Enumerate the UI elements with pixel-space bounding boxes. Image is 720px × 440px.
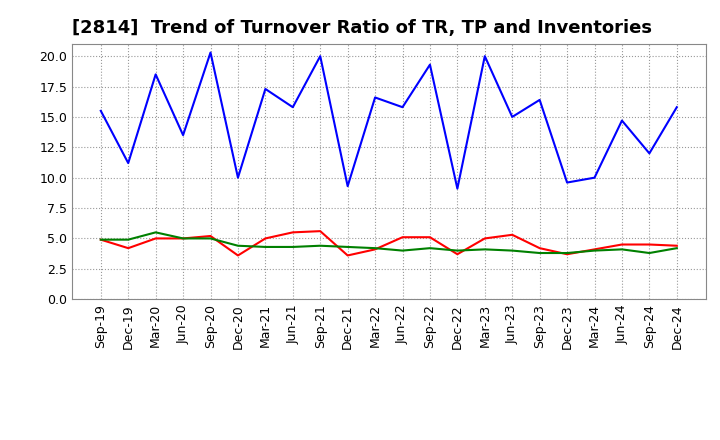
- Trade Receivables: [426, 235, 434, 240]
- Trade Payables: [590, 175, 599, 180]
- Line: Trade Payables: Trade Payables: [101, 52, 677, 189]
- Line: Inventories: Inventories: [101, 232, 677, 253]
- Inventories: [96, 237, 105, 242]
- Trade Payables: [261, 86, 270, 92]
- Trade Payables: [453, 186, 462, 191]
- Inventories: [179, 236, 187, 241]
- Trade Payables: [618, 118, 626, 123]
- Inventories: [289, 244, 297, 249]
- Trade Payables: [233, 175, 242, 180]
- Trade Receivables: [316, 228, 325, 234]
- Trade Receivables: [343, 253, 352, 258]
- Inventories: [508, 248, 516, 253]
- Trade Receivables: [124, 246, 132, 251]
- Trade Payables: [179, 132, 187, 138]
- Text: [2814]  Trend of Turnover Ratio of TR, TP and Inventories: [2814] Trend of Turnover Ratio of TR, TP…: [72, 19, 652, 37]
- Trade Receivables: [645, 242, 654, 247]
- Inventories: [316, 243, 325, 248]
- Trade Payables: [371, 95, 379, 100]
- Inventories: [536, 250, 544, 256]
- Inventories: [618, 247, 626, 252]
- Inventories: [233, 243, 242, 248]
- Inventories: [563, 250, 572, 256]
- Trade Payables: [563, 180, 572, 185]
- Trade Payables: [124, 161, 132, 166]
- Line: Trade Receivables: Trade Receivables: [101, 231, 677, 256]
- Trade Payables: [343, 183, 352, 189]
- Trade Receivables: [672, 243, 681, 248]
- Trade Payables: [96, 108, 105, 114]
- Trade Receivables: [179, 236, 187, 241]
- Trade Payables: [151, 72, 160, 77]
- Trade Receivables: [289, 230, 297, 235]
- Inventories: [480, 247, 489, 252]
- Trade Receivables: [453, 252, 462, 257]
- Trade Payables: [645, 151, 654, 156]
- Trade Payables: [316, 54, 325, 59]
- Inventories: [453, 248, 462, 253]
- Inventories: [672, 246, 681, 251]
- Legend: Trade Receivables, Trade Payables, Inventories: Trade Receivables, Trade Payables, Inven…: [140, 439, 638, 440]
- Inventories: [426, 246, 434, 251]
- Trade Payables: [536, 97, 544, 103]
- Inventories: [590, 248, 599, 253]
- Trade Receivables: [618, 242, 626, 247]
- Trade Receivables: [151, 236, 160, 241]
- Trade Receivables: [233, 253, 242, 258]
- Trade Receivables: [590, 247, 599, 252]
- Inventories: [645, 250, 654, 256]
- Inventories: [206, 236, 215, 241]
- Trade Receivables: [206, 233, 215, 238]
- Inventories: [398, 248, 407, 253]
- Trade Receivables: [480, 236, 489, 241]
- Trade Payables: [508, 114, 516, 120]
- Trade Receivables: [96, 237, 105, 242]
- Trade Receivables: [261, 236, 270, 241]
- Trade Receivables: [371, 247, 379, 252]
- Inventories: [124, 237, 132, 242]
- Trade Payables: [426, 62, 434, 67]
- Trade Receivables: [508, 232, 516, 238]
- Trade Payables: [206, 50, 215, 55]
- Inventories: [371, 246, 379, 251]
- Trade Receivables: [398, 235, 407, 240]
- Trade Receivables: [536, 246, 544, 251]
- Trade Payables: [398, 105, 407, 110]
- Trade Payables: [480, 54, 489, 59]
- Trade Payables: [672, 105, 681, 110]
- Trade Payables: [289, 105, 297, 110]
- Trade Receivables: [563, 252, 572, 257]
- Inventories: [343, 244, 352, 249]
- Inventories: [261, 244, 270, 249]
- Inventories: [151, 230, 160, 235]
